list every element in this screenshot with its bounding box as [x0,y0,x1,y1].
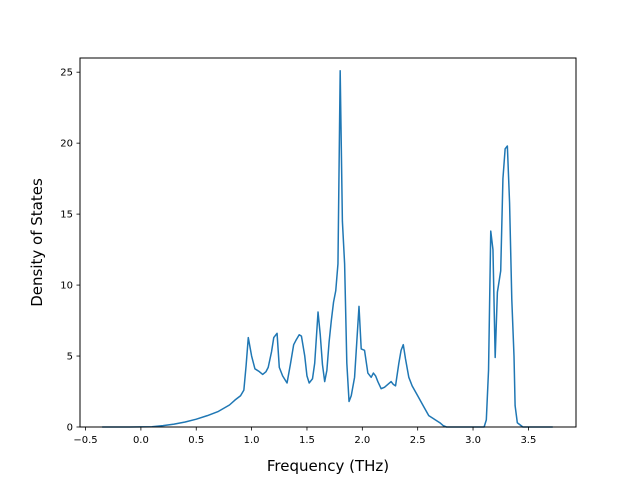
plot-frame [79,57,577,428]
y-tick-label: 5 [67,352,73,363]
x-tick-label: −0.5 [73,435,97,446]
x-axis-ticks: −0.5 0.0 0.5 1.0 1.5 2.0 2.5 3.0 3.5 [73,427,536,446]
x-tick-label: 0.5 [188,435,204,446]
y-tick-label: 25 [60,68,73,79]
x-tick-label: 1.5 [299,435,315,446]
y-tick-label: 10 [60,281,73,292]
x-tick-label: 3.5 [520,435,536,446]
y-tick-label: 15 [60,210,73,221]
plot-area [102,70,553,428]
y-axis-label: Density of States [28,178,46,307]
y-axis-ticks: 0 5 10 15 20 25 [60,68,80,434]
x-tick-label: 0.0 [133,435,149,446]
x-axis-label: Frequency (THz) [267,457,389,475]
x-tick-label: 3.0 [465,435,481,446]
y-tick-label: 20 [60,139,73,150]
y-tick-label: 0 [67,423,73,434]
dos-series-line [102,70,553,428]
x-tick-label: 2.5 [410,435,426,446]
x-tick-label: 1.0 [244,435,260,446]
x-tick-label: 2.0 [354,435,370,446]
